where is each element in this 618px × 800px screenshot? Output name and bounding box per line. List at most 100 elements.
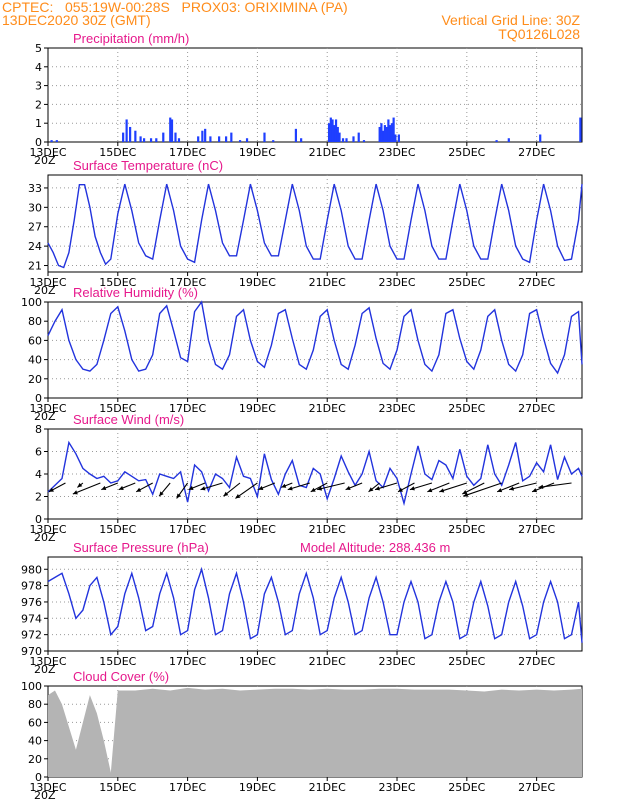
y-tick-label: 60 bbox=[28, 716, 42, 729]
wind-vector bbox=[439, 482, 467, 493]
wind-vector-head bbox=[136, 487, 142, 492]
rh-line bbox=[47, 300, 583, 375]
x-tick-label: 19DEC bbox=[239, 402, 276, 415]
wind-line bbox=[47, 440, 583, 507]
x-tick-label: 23DEC bbox=[378, 276, 415, 289]
temp-line bbox=[47, 183, 583, 269]
x-tick-label: 23DEC bbox=[378, 655, 415, 668]
x-tick-label: 19DEC bbox=[239, 276, 276, 289]
precip-bar bbox=[204, 128, 207, 142]
x-tick-label: 15DEC bbox=[99, 276, 136, 289]
wind-vector-head bbox=[258, 485, 264, 490]
y-tick-label: 24 bbox=[28, 240, 42, 253]
wind-vector-head bbox=[462, 490, 468, 494]
precip-bar bbox=[333, 125, 336, 142]
plot-frame bbox=[47, 301, 583, 399]
y-tick-label: 0 bbox=[35, 136, 42, 149]
precip-bar bbox=[387, 119, 390, 142]
x-tick-label: 13DEC bbox=[29, 523, 66, 536]
x-tick-label: 27DEC bbox=[518, 146, 555, 159]
precip-bar bbox=[345, 138, 348, 142]
y-tick-label: 3 bbox=[35, 80, 42, 93]
panel-rh: 0 20 40 60 80 100 13DEC 15DEC 17DEC 19DEC 21DEC 23D… bbox=[21, 285, 583, 423]
wind-vector-head bbox=[538, 484, 544, 489]
y-tick-label: 33 bbox=[28, 182, 42, 195]
y-tick-label: 40 bbox=[28, 735, 42, 748]
precip-bar bbox=[134, 130, 137, 142]
precip-bar bbox=[394, 134, 397, 142]
x-tick-label-cut: 20Z bbox=[34, 531, 56, 544]
y-tick-label: 1 bbox=[35, 117, 42, 130]
precip-bar bbox=[170, 119, 174, 142]
x-tick-label-cut: 20Z bbox=[34, 410, 56, 423]
x-tick-label: 13DEC bbox=[29, 655, 66, 668]
x-tick-label: 13DEC bbox=[29, 276, 66, 289]
precip-bar bbox=[385, 126, 388, 142]
wind-vector-head bbox=[48, 487, 54, 492]
wind-vector-head bbox=[345, 485, 351, 490]
y-tick-label: 972 bbox=[21, 629, 42, 642]
precip-bar bbox=[382, 130, 385, 142]
y-tick-label: 6 bbox=[35, 446, 42, 459]
y-tick-label: 970 bbox=[21, 645, 42, 658]
x-tick-label: 25DEC bbox=[448, 781, 485, 794]
wind-vector-head bbox=[235, 494, 241, 499]
x-tick-label: 23DEC bbox=[378, 146, 415, 159]
x-tick-label: 13DEC bbox=[29, 146, 66, 159]
precip-bar bbox=[383, 125, 387, 142]
wind-vector bbox=[508, 482, 537, 491]
precip-bar bbox=[336, 126, 339, 142]
pressure-line bbox=[47, 566, 583, 643]
precip-bar bbox=[334, 119, 338, 142]
precip-bar bbox=[300, 138, 303, 142]
wind-vector-head bbox=[509, 486, 515, 491]
plot-frame bbox=[47, 556, 583, 652]
wind-vector-head bbox=[188, 485, 194, 490]
wind-vector bbox=[72, 482, 101, 495]
precip-bar bbox=[197, 136, 200, 142]
panel-title: Relative Humidity (%) bbox=[73, 285, 198, 300]
panel-title: Precipitation (mm/h) bbox=[73, 31, 189, 46]
y-tick-label: 976 bbox=[21, 596, 42, 609]
precip-bar bbox=[50, 140, 53, 142]
precip-bar bbox=[230, 132, 233, 142]
precip-bar bbox=[129, 126, 132, 142]
wind-vector-head bbox=[223, 491, 229, 497]
precip-bar bbox=[263, 132, 266, 142]
precip-bar bbox=[380, 123, 383, 142]
precip-bar bbox=[352, 136, 355, 142]
x-tick-label-cut: 20Z bbox=[34, 284, 56, 297]
y-tick-label: 5 bbox=[35, 42, 42, 55]
x-tick-label: 21DEC bbox=[309, 402, 346, 415]
y-tick-label: 60 bbox=[28, 334, 42, 347]
precip-bar bbox=[201, 130, 204, 142]
wind-vector-head bbox=[463, 492, 469, 497]
y-tick-label: 4 bbox=[35, 468, 42, 481]
header-vertical-grid: Vertical Grid Line: 30Z bbox=[441, 12, 580, 28]
x-tick-label: 19DEC bbox=[239, 523, 276, 536]
y-tick-label: 978 bbox=[21, 580, 42, 593]
x-tick-label: 27DEC bbox=[518, 523, 555, 536]
x-tick-label: 27DEC bbox=[518, 655, 555, 668]
wind-vector-head bbox=[375, 486, 380, 491]
wind-vector-head bbox=[101, 485, 107, 490]
precip-bar bbox=[331, 119, 334, 142]
x-tick-label: 25DEC bbox=[448, 655, 485, 668]
precip-bar bbox=[142, 138, 146, 142]
y-tick-label: 100 bbox=[21, 680, 42, 693]
precip-bar bbox=[392, 117, 395, 142]
wind-vector-head bbox=[118, 485, 124, 490]
x-tick-label: 21DEC bbox=[309, 523, 346, 536]
x-tick-label: 19DEC bbox=[239, 781, 276, 794]
precip-bar bbox=[495, 140, 498, 142]
precip-bar bbox=[341, 138, 345, 142]
wind-vector-head bbox=[281, 483, 287, 488]
x-tick-label: 19DEC bbox=[239, 146, 276, 159]
x-tick-label-cut: 20Z bbox=[34, 154, 56, 167]
x-tick-label: 25DEC bbox=[448, 146, 485, 159]
y-tick-label: 40 bbox=[28, 354, 42, 367]
y-tick-label: 974 bbox=[21, 612, 42, 625]
precip-bar bbox=[169, 117, 172, 142]
wind-vector-head bbox=[427, 488, 433, 493]
x-tick-label: 21DEC bbox=[309, 655, 346, 668]
